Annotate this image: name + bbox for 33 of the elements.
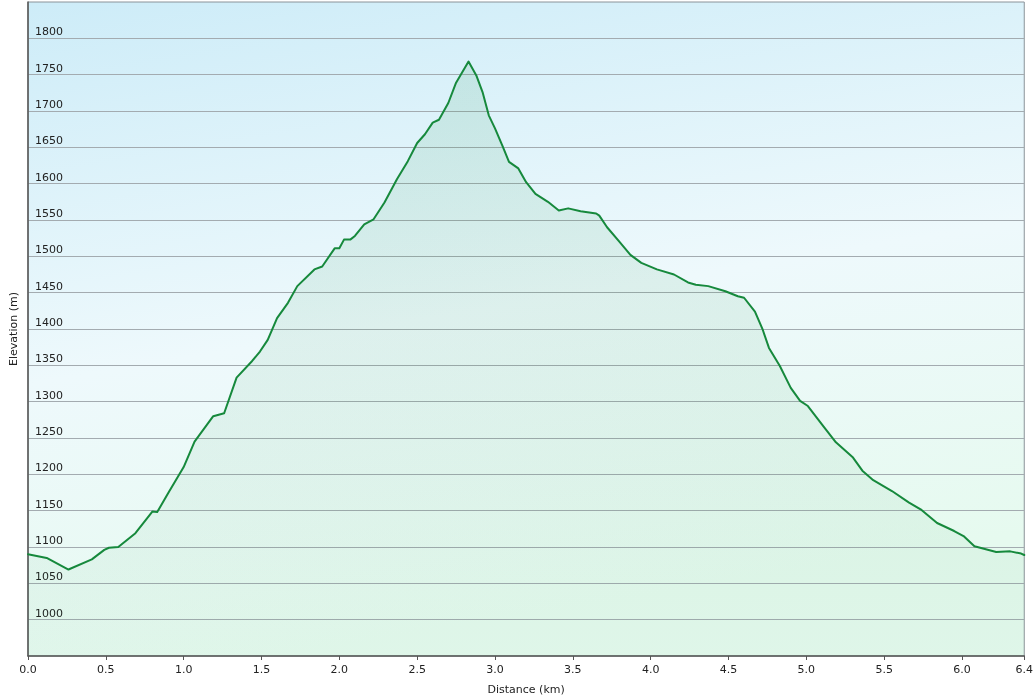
y-tick-label: 1250 (35, 425, 63, 438)
y-tick-label: 1300 (35, 388, 63, 402)
y-axis-title: Elevation (m) (7, 292, 20, 366)
y-tick-label: 1800 (35, 25, 63, 39)
y-tick-label: 1150 (35, 497, 63, 511)
x-tick-label: 2.5 (408, 663, 426, 676)
x-tick-label: 2.0 (330, 663, 349, 676)
y-tick-label: 1650 (35, 134, 63, 148)
x-tick-label: 6.4 (1015, 663, 1033, 676)
x-tick-label: 5.5 (875, 663, 893, 676)
y-tick-label: 1000 (35, 606, 63, 620)
y-tick-label: 1200 (35, 461, 63, 475)
x-axis-title: Distance (km) (487, 683, 565, 696)
x-tick-label: 4.5 (719, 663, 738, 676)
x-tick-label: 1.0 (174, 663, 193, 676)
x-tick-label: 3.0 (486, 663, 504, 676)
x-tick-label: 1.5 (252, 663, 271, 676)
x-tick-label: 0.5 (97, 663, 115, 676)
x-tick-label: 4.0 (641, 663, 660, 676)
y-tick-label: 1100 (35, 534, 63, 547)
x-tick-label: 6.0 (953, 663, 971, 676)
y-tick-label: 1750 (35, 61, 63, 75)
y-tick-label: 1350 (35, 352, 63, 366)
y-tick-label: 1700 (35, 98, 63, 111)
y-tick-label: 1550 (35, 207, 63, 220)
y-tick-label: 1500 (35, 243, 63, 257)
y-tick-label: 1450 (35, 279, 63, 293)
y-tick-label: 1600 (35, 170, 63, 184)
x-tick-label: 3.5 (564, 663, 582, 676)
y-tick-label: 1400 (35, 316, 63, 329)
y-tick-label: 1050 (35, 570, 63, 584)
x-tick-label: 0.0 (19, 663, 37, 676)
x-tick-label: 5.0 (797, 663, 816, 676)
